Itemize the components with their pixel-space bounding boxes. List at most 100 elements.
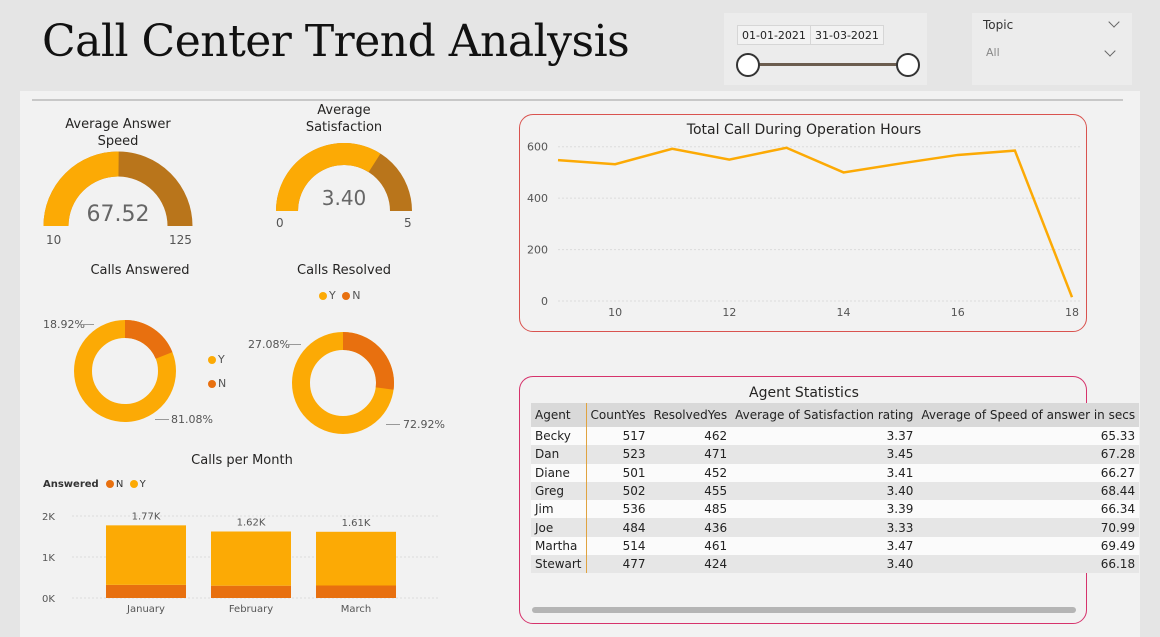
donut-resolved-title: Calls Resolved	[297, 263, 391, 278]
gauge-sat-fill	[276, 143, 381, 212]
page-title: Call Center Trend Analysis	[42, 16, 630, 67]
y-tick-label: 0K	[42, 594, 55, 605]
table-header-row: Agent CountYes ResolvedYes Average of Sa…	[531, 403, 1140, 427]
table-row[interactable]: Dan 523 471 3.45 67.28	[531, 445, 1140, 464]
chevron-down-icon[interactable]	[1104, 45, 1116, 57]
gauge-speed-min: 10	[46, 233, 62, 247]
table-cell: 452	[649, 463, 732, 482]
start-date-input[interactable]: 01-01-2021	[737, 25, 811, 45]
table-row[interactable]: Greg 502 455 3.40 68.44	[531, 481, 1140, 501]
table-cell: 424	[649, 555, 732, 574]
table-cell: 3.37	[731, 427, 918, 446]
table-cell: 3.33	[731, 518, 918, 537]
col-speed[interactable]: Average of Speed of answer in secs	[917, 403, 1140, 427]
bar-segment-y	[316, 531, 396, 586]
y-tick-label: 400	[527, 192, 548, 205]
donut-answered	[74, 320, 176, 422]
topic-label: Topic	[983, 18, 1014, 32]
bar-segment-n	[316, 585, 396, 598]
col-agent[interactable]: Agent	[531, 403, 587, 427]
table-cell: 65.33	[917, 427, 1140, 446]
col-resolvedyes[interactable]: ResolvedYes	[649, 403, 732, 427]
topic-dropdown-value[interactable]: All	[986, 46, 1000, 59]
end-date-handle[interactable]	[896, 53, 920, 77]
table-cell: 67.28	[917, 445, 1140, 464]
gauge-speed-max: 125	[169, 233, 192, 247]
x-tick-label: January	[126, 604, 165, 615]
table-cell: Stewart	[531, 555, 587, 574]
table-cell: 3.39	[731, 500, 918, 519]
x-tick-label: 18	[1065, 306, 1079, 319]
end-date-input[interactable]: 31-03-2021	[810, 25, 884, 45]
table-cell: 514	[586, 536, 650, 556]
table-row[interactable]: Stewart 477 424 3.40 66.18	[531, 555, 1140, 574]
donut-answered-n-label: 18.92%	[43, 318, 85, 331]
topic-slicer[interactable]: Topic All	[972, 13, 1132, 85]
bar-segment-n	[211, 585, 291, 598]
table-cell: 517	[586, 427, 650, 446]
table-cell: 477	[586, 555, 650, 574]
table-cell: 501	[586, 463, 650, 482]
table-row[interactable]: Jim 536 485 3.39 66.34	[531, 500, 1140, 519]
donut-answered-y-label: 81.08%	[171, 413, 213, 426]
gauge-speed-title: Average Answer Speed	[65, 117, 171, 149]
gauge-sat-min: 0	[276, 216, 284, 230]
table-cell: 70.99	[917, 518, 1140, 537]
donut-answered-n-slice	[74, 320, 176, 422]
bar-chart-legend[interactable]: Answered N Y	[43, 479, 146, 490]
donut-resolved-n-slice	[292, 332, 394, 434]
x-tick-label: 14	[837, 306, 851, 319]
col-satisfaction[interactable]: Average of Satisfaction rating	[731, 403, 918, 427]
bar-segment-n	[106, 584, 186, 598]
agent-table: Agent CountYes ResolvedYes Average of Sa…	[531, 403, 1140, 574]
x-tick-label: 16	[951, 306, 965, 319]
x-tick-label: 10	[608, 306, 622, 319]
table-cell: 66.18	[917, 555, 1140, 574]
date-range-slicer[interactable]: 01-01-2021 31-03-2021	[724, 13, 927, 85]
table-cell: 66.34	[917, 500, 1140, 519]
table-cell: Greg	[531, 481, 587, 501]
table-cell: 455	[649, 481, 732, 501]
donut-answered-title: Calls Answered	[90, 263, 190, 278]
agent-table-title: Agent Statistics	[749, 385, 859, 401]
table-row[interactable]: Becky 517 462 3.37 65.33	[531, 427, 1140, 446]
line-chart-card: Total Call During Operation Hours 0 200 40…	[519, 114, 1087, 332]
donut-answered-legend-y[interactable]: Y	[208, 353, 225, 366]
table-row[interactable]: Martha 514 461 3.47 69.49	[531, 536, 1140, 556]
table-cell: 3.47	[731, 536, 918, 556]
bar-total-label: 1.61K	[342, 518, 371, 529]
donut-resolved	[292, 332, 394, 434]
table-cell: 69.49	[917, 536, 1140, 556]
donut-answered-legend-n[interactable]: N	[208, 377, 226, 390]
col-countyes[interactable]: CountYes	[586, 403, 650, 427]
bar-segment-y	[106, 525, 186, 585]
table-row[interactable]: Joe 484 436 3.33 70.99	[531, 518, 1140, 537]
table-row[interactable]: Diane 501 452 3.41 66.27	[531, 463, 1140, 482]
gauge-satisfaction	[276, 143, 412, 212]
table-cell: 536	[586, 500, 650, 519]
series-line	[557, 146, 1074, 298]
donut-resolved-n-label: 27.08%	[248, 338, 290, 351]
total-call-line-chart: 0 200 400 600 10 12 14 16 18	[527, 141, 1080, 319]
divider	[32, 99, 1123, 101]
donut-resolved-y-label: 72.92%	[403, 418, 445, 431]
table-cell: 461	[649, 536, 732, 556]
x-tick-label: 12	[722, 306, 736, 319]
horizontal-scrollbar[interactable]	[532, 607, 1076, 613]
table-cell: 436	[649, 518, 732, 537]
date-range-track[interactable]	[748, 63, 908, 66]
y-tick-label: 2K	[42, 512, 55, 523]
table-cell: 3.45	[731, 445, 918, 464]
y-tick-label: 0	[541, 295, 548, 308]
table-cell: 68.44	[917, 481, 1140, 501]
table-cell: Diane	[531, 463, 587, 482]
table-cell: 462	[649, 427, 732, 446]
table-cell: Becky	[531, 427, 587, 446]
bar-total-label: 1.62K	[237, 517, 266, 528]
donut-resolved-legend[interactable]: Y N	[319, 289, 360, 302]
chevron-down-icon[interactable]	[1108, 16, 1120, 28]
bar-chart-title: Calls per Month	[191, 453, 293, 468]
start-date-handle[interactable]	[736, 53, 760, 77]
table-cell: 485	[649, 500, 732, 519]
table-cell: Dan	[531, 445, 587, 464]
